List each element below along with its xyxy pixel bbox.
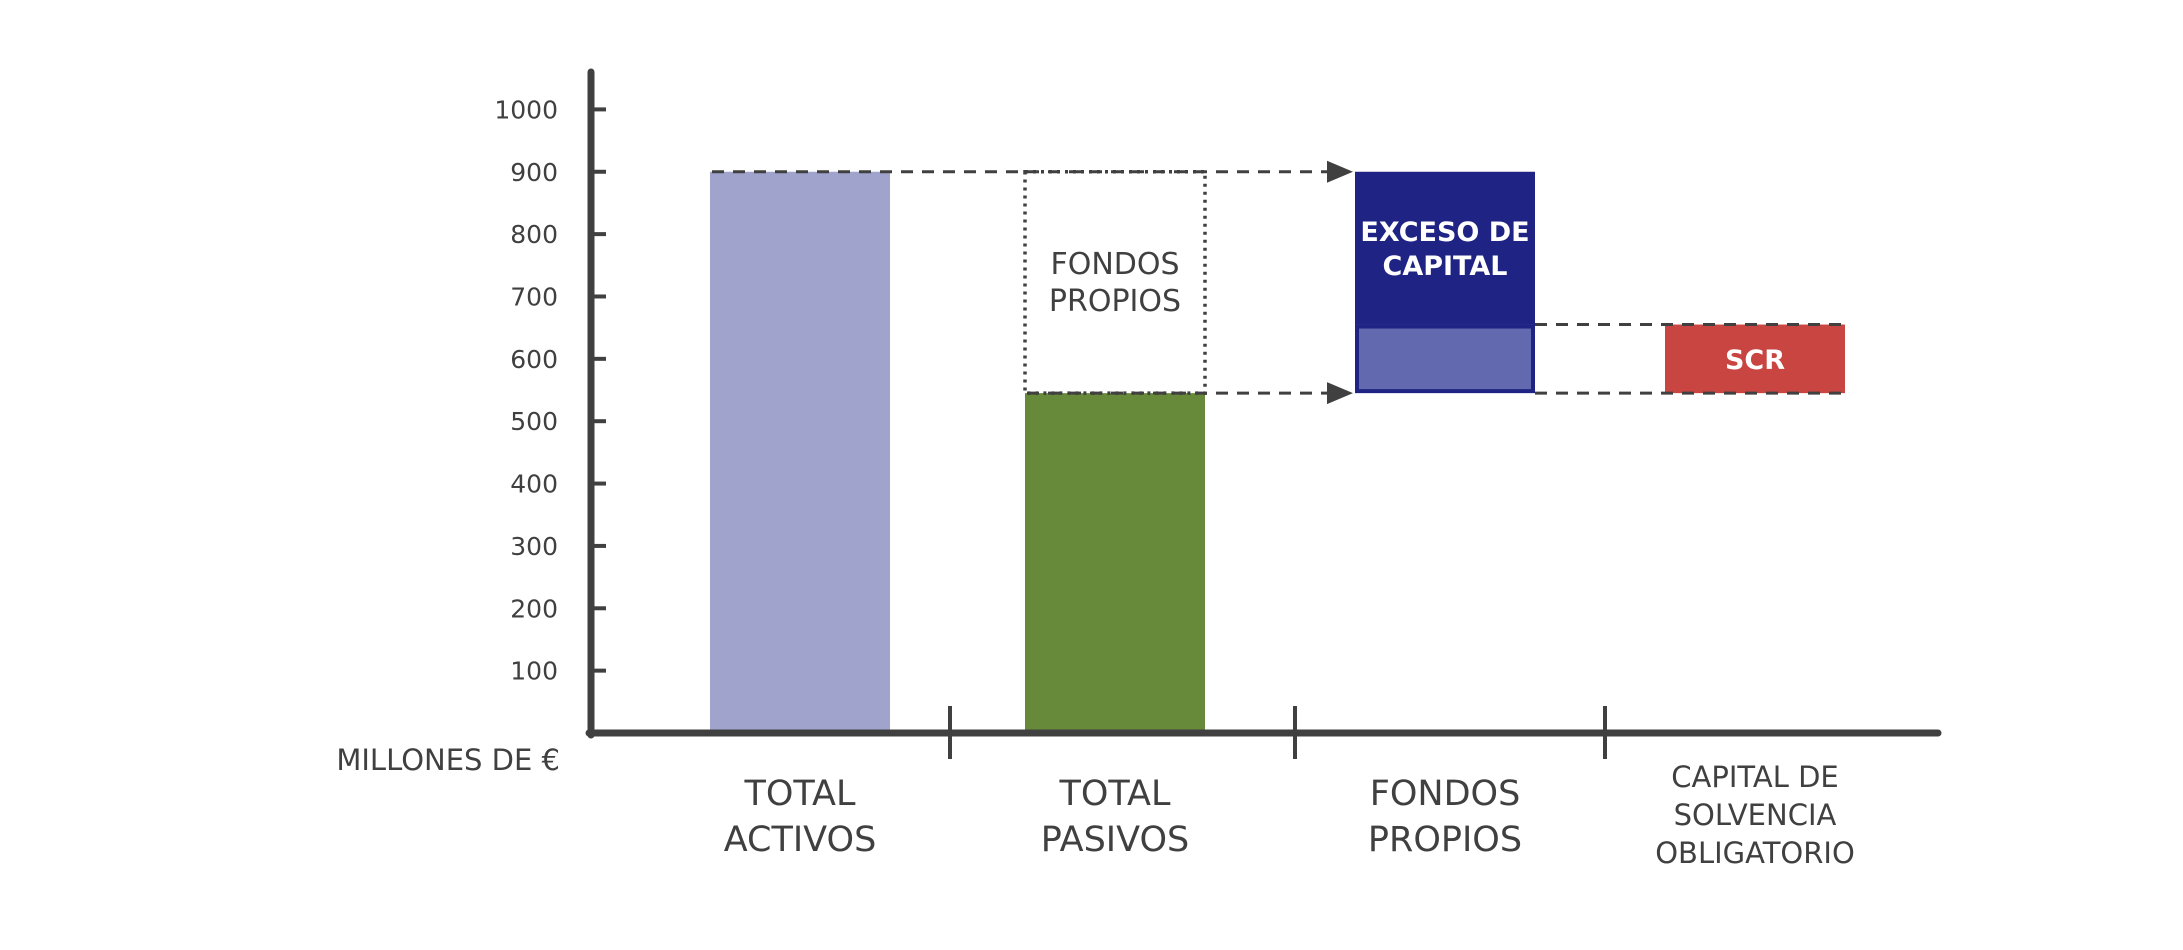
bar-segment-5 xyxy=(1665,324,1845,394)
bar-segment-1 xyxy=(1025,393,1205,733)
bars-layer xyxy=(710,170,1845,733)
y-tick-label-0: 100 xyxy=(510,657,558,686)
y-tick-label-5: 600 xyxy=(510,345,558,374)
y-tick-label-3: 400 xyxy=(510,470,558,499)
category-label-2-0: FONDOS xyxy=(1370,774,1521,814)
category-label-3-0: CAPITAL DE xyxy=(1671,760,1838,794)
y-tick-label-2: 300 xyxy=(510,532,558,561)
category-label-2-1: PROPIOS xyxy=(1368,820,1522,860)
bar-segment-label-2-0: FONDOS xyxy=(1050,247,1179,282)
y-tick-label-6: 700 xyxy=(510,282,558,311)
y-tick-label-4: 500 xyxy=(510,407,558,436)
category-label-0-0: TOTAL xyxy=(743,774,856,814)
category-label-3-1: SOLVENCIA xyxy=(1674,798,1837,832)
bar-segment-2 xyxy=(1023,170,1207,395)
arrow-head-0 xyxy=(1327,160,1353,183)
bar-segment-label-3-1: CAPITAL xyxy=(1383,251,1508,282)
y-tick-label-1: 200 xyxy=(510,594,558,623)
guides-layer xyxy=(712,160,1845,405)
unit-label: MILLONES DE € xyxy=(336,743,560,777)
bar-segment-4 xyxy=(1355,324,1535,394)
bar-segment-3 xyxy=(1355,171,1535,325)
category-label-1-1: PASIVOS xyxy=(1041,820,1189,860)
axes-layer xyxy=(585,68,1942,759)
y-tick-label-7: 800 xyxy=(510,220,558,249)
bar-segment-label-3-0: EXCESO DE xyxy=(1360,217,1529,248)
bar-segment-label-2-1: PROPIOS xyxy=(1049,284,1181,319)
category-label-1-0: TOTAL xyxy=(1058,774,1171,814)
bar-segment-label-5-0: SCR xyxy=(1725,345,1785,376)
bar-segment-0 xyxy=(710,171,890,733)
y-tick-label-8: 900 xyxy=(510,158,558,187)
y-tick-label-9: 1000 xyxy=(494,95,558,124)
arrow-head-1 xyxy=(1327,382,1353,405)
category-label-3-2: OBLIGATORIO xyxy=(1655,836,1855,870)
category-label-0-1: ACTIVOS xyxy=(724,820,877,860)
